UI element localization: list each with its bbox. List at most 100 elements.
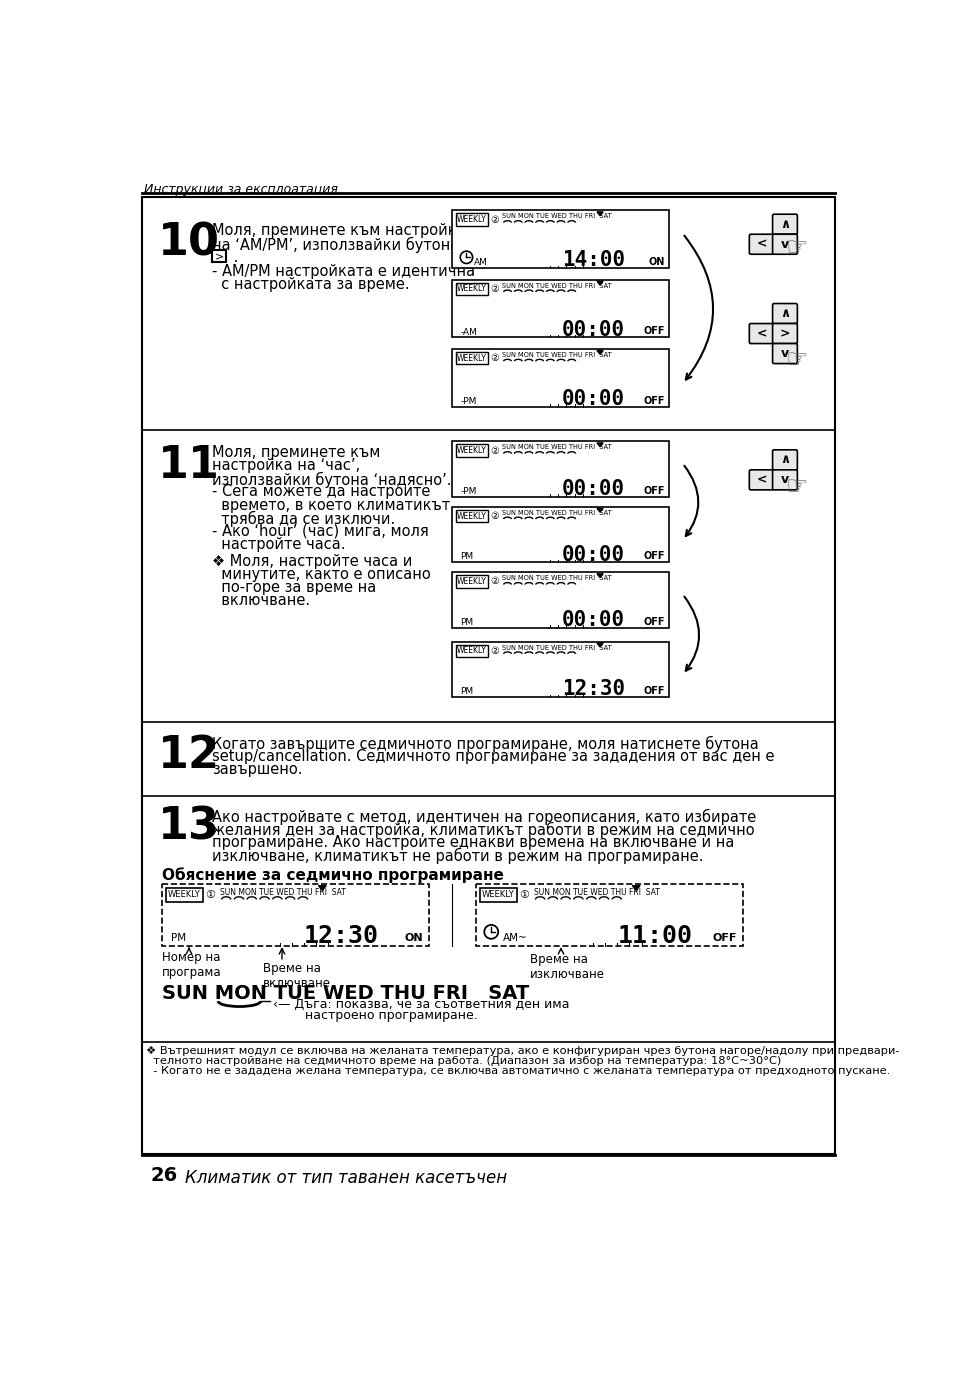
Bar bbox=[452, 280, 669, 337]
Bar bbox=[456, 644, 488, 657]
Bar bbox=[142, 197, 835, 1154]
Text: 12: 12 bbox=[158, 734, 220, 777]
Text: Когато завършите седмичното програмиране, моля натиснете бутона: Когато завършите седмичното програмиране… bbox=[212, 736, 759, 752]
Polygon shape bbox=[597, 442, 602, 447]
Text: Моля, преминете към: Моля, преминете към bbox=[212, 445, 380, 461]
Text: Климатик от тип таванен касетъчен: Климатик от тип таванен касетъчен bbox=[185, 1169, 507, 1187]
Text: SUN MON TUE WED THU FRI   SAT: SUN MON TUE WED THU FRI SAT bbox=[162, 984, 529, 1004]
Bar bbox=[452, 641, 669, 697]
Text: ∧: ∧ bbox=[780, 454, 789, 466]
Text: WEEKLY: WEEKLY bbox=[456, 216, 486, 224]
Bar bbox=[452, 507, 669, 563]
Polygon shape bbox=[597, 574, 602, 578]
FancyBboxPatch shape bbox=[748, 323, 773, 343]
Text: OFF: OFF bbox=[642, 396, 664, 406]
Text: желания ден за настройка, климатикът работи в режим на седмично: желания ден за настройка, климатикът раб… bbox=[212, 822, 754, 837]
Text: ☞: ☞ bbox=[785, 237, 808, 260]
Text: ∧: ∧ bbox=[780, 307, 789, 321]
Text: OFF: OFF bbox=[642, 326, 664, 336]
Text: 12:30: 12:30 bbox=[561, 679, 624, 699]
Text: -PM: -PM bbox=[459, 396, 476, 406]
Text: 00:00: 00:00 bbox=[561, 479, 624, 498]
FancyBboxPatch shape bbox=[772, 234, 797, 255]
Text: ②: ② bbox=[490, 645, 498, 655]
Text: SUN MON TUE WED THU FRI  SAT: SUN MON TUE WED THU FRI SAT bbox=[501, 444, 611, 451]
Text: завършено.: завършено. bbox=[212, 763, 302, 777]
FancyBboxPatch shape bbox=[772, 470, 797, 490]
Text: трябва да се изключи.: трябва да се изключи. bbox=[212, 511, 395, 526]
Text: - AM/PM настройката е идентична: - AM/PM настройката е идентична bbox=[212, 265, 475, 279]
Text: WEEKLY: WEEKLY bbox=[168, 890, 200, 899]
Bar bbox=[456, 351, 488, 364]
Text: SUN MON TUE WED THU FRI  SAT: SUN MON TUE WED THU FRI SAT bbox=[501, 575, 611, 581]
Text: >: > bbox=[214, 251, 224, 262]
Bar bbox=[456, 213, 488, 225]
Text: ②: ② bbox=[490, 284, 498, 294]
Text: 13: 13 bbox=[158, 805, 219, 848]
Bar bbox=[479, 888, 517, 902]
Text: OFF: OFF bbox=[642, 486, 664, 496]
Text: минутите, както е описано: минутите, както е описано bbox=[212, 567, 431, 582]
Polygon shape bbox=[597, 281, 602, 286]
Text: SUN MON TUE WED THU FRI  SAT: SUN MON TUE WED THU FRI SAT bbox=[501, 351, 611, 358]
Text: по-горе за време на: по-горе за време на bbox=[212, 580, 376, 595]
FancyBboxPatch shape bbox=[772, 343, 797, 364]
Text: ②: ② bbox=[490, 214, 498, 224]
Bar bbox=[476, 885, 742, 946]
Text: v: v bbox=[781, 347, 788, 360]
Text: 11: 11 bbox=[158, 444, 220, 487]
Text: PM: PM bbox=[171, 932, 186, 944]
Text: >: > bbox=[779, 328, 789, 340]
Text: Обяснение за седмично програмиране: Обяснение за седмично програмиране bbox=[162, 867, 503, 883]
Text: WEEKLY: WEEKLY bbox=[456, 447, 486, 455]
Text: SUN MON TUE WED THU FRI  SAT: SUN MON TUE WED THU FRI SAT bbox=[501, 644, 611, 651]
Bar bbox=[456, 510, 488, 522]
Text: SUN MON TUE WED THU FRI  SAT: SUN MON TUE WED THU FRI SAT bbox=[534, 888, 659, 897]
Bar bbox=[456, 575, 488, 588]
Text: <: < bbox=[756, 328, 766, 340]
Text: OFF: OFF bbox=[642, 616, 664, 627]
Text: ☞: ☞ bbox=[785, 476, 808, 500]
Text: Ако настройвате с метод, идентичен на гореописания, като избирате: Ако настройвате с метод, идентичен на го… bbox=[212, 809, 756, 825]
Text: WEEKLY: WEEKLY bbox=[481, 890, 514, 899]
Text: 10: 10 bbox=[158, 223, 220, 265]
Text: PM: PM bbox=[459, 687, 473, 696]
Text: 14:00: 14:00 bbox=[561, 251, 624, 270]
Text: ①: ① bbox=[206, 890, 215, 900]
Text: - Ако ‘hour’ (час) мига, моля: - Ако ‘hour’ (час) мига, моля bbox=[212, 524, 429, 539]
Text: WEEKLY: WEEKLY bbox=[456, 354, 486, 363]
Polygon shape bbox=[632, 886, 639, 890]
Bar bbox=[452, 573, 669, 627]
Text: ❖ Моля, настройте часа и: ❖ Моля, настройте часа и bbox=[212, 554, 413, 568]
Text: SUN MON TUE WED THU FRI  SAT: SUN MON TUE WED THU FRI SAT bbox=[501, 510, 611, 515]
Text: ②: ② bbox=[490, 353, 498, 363]
Text: WEEKLY: WEEKLY bbox=[456, 511, 486, 521]
Text: ❖ Вътрешният модул се включва на желаната температура, ако е конфигуриран чрез б: ❖ Вътрешният модул се включва на желанат… bbox=[146, 1046, 899, 1056]
Bar bbox=[452, 441, 669, 497]
Text: ON: ON bbox=[404, 932, 422, 944]
Text: Време на
изключване: Време на изключване bbox=[530, 953, 604, 981]
FancyBboxPatch shape bbox=[772, 449, 797, 470]
FancyBboxPatch shape bbox=[748, 234, 773, 255]
Bar bbox=[212, 251, 226, 262]
Text: ‹— Дъга: показва, че за съответния ден има: ‹— Дъга: показва, че за съответния ден и… bbox=[273, 998, 569, 1011]
Text: - Когато не е зададена желана температура, се включва автоматично с желаната тем: - Когато не е зададена желана температур… bbox=[146, 1065, 890, 1075]
Text: ∧: ∧ bbox=[780, 218, 789, 231]
Text: v: v bbox=[781, 238, 788, 251]
Text: OFF: OFF bbox=[712, 932, 736, 944]
Text: настроено програмиране.: настроено програмиране. bbox=[273, 1009, 476, 1022]
Bar bbox=[452, 210, 669, 267]
Bar bbox=[456, 444, 488, 456]
Text: .: . bbox=[229, 249, 238, 265]
Polygon shape bbox=[597, 643, 602, 647]
Text: 00:00: 00:00 bbox=[561, 545, 624, 564]
Text: 11:00: 11:00 bbox=[617, 924, 692, 948]
Text: Номер на
програма: Номер на програма bbox=[162, 951, 221, 979]
Text: 26: 26 bbox=[150, 1166, 177, 1184]
Text: ②: ② bbox=[490, 445, 498, 455]
Text: 00:00: 00:00 bbox=[561, 319, 624, 340]
Text: с настройката за време.: с настройката за време. bbox=[212, 277, 410, 293]
Text: изключване, климатикът не работи в режим на програмиране.: изключване, климатикът не работи в режим… bbox=[212, 848, 703, 864]
Text: WEEKLY: WEEKLY bbox=[456, 577, 486, 587]
Text: <: < bbox=[756, 238, 766, 251]
